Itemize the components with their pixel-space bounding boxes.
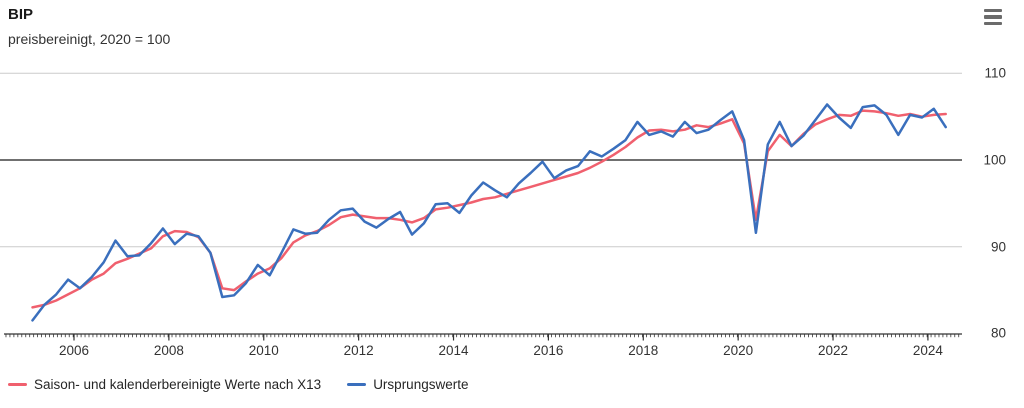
- y-tick-label: 110: [984, 65, 1006, 81]
- y-tick-label: 80: [990, 325, 1006, 341]
- series-line-adjusted-x13: [31, 109, 947, 309]
- legend-label-adjusted: Saison- und kalenderbereinigte Werte nac…: [34, 377, 322, 392]
- legend-line-swatch-blue: [347, 383, 367, 386]
- x-tick-label: 2008: [153, 343, 184, 358]
- hamburger-bar: [984, 21, 1002, 25]
- y-tick-label: 90: [990, 239, 1006, 255]
- hamburger-bar: [984, 15, 1002, 19]
- x-tick-label: 2006: [58, 343, 90, 358]
- series-line-original-values: [31, 103, 947, 322]
- legend-line-swatch-red: [8, 383, 27, 386]
- x-tick-label: 2018: [628, 343, 659, 358]
- y-tick-label: 100: [983, 152, 1006, 168]
- x-tick-label: 2020: [723, 343, 754, 358]
- chart-title: BIP: [8, 6, 34, 23]
- x-tick-label: 2016: [533, 343, 564, 358]
- x-tick-label: 2010: [248, 343, 279, 358]
- x-tick-label: 2022: [818, 343, 849, 358]
- chart-header: BIP preisbereinigt, 2020 = 100: [8, 5, 170, 50]
- hamburger-bar: [984, 9, 1002, 13]
- hamburger-menu-icon[interactable]: [984, 9, 1002, 25]
- chart-legend: Saison- und kalenderbereinigte Werte nac…: [8, 377, 468, 392]
- x-tick-label: 2014: [438, 343, 469, 358]
- chart-subtitle: preisbereinigt, 2020 = 100: [8, 31, 171, 48]
- legend-label-original: Ursprungswerte: [373, 377, 469, 392]
- x-tick-label: 2012: [343, 343, 374, 358]
- x-tick-label: 2024: [912, 343, 943, 358]
- legend-item-adjusted[interactable]: Saison- und kalenderbereinigte Werte nac…: [8, 377, 321, 392]
- legend-item-original[interactable]: Ursprungswerte: [347, 377, 468, 392]
